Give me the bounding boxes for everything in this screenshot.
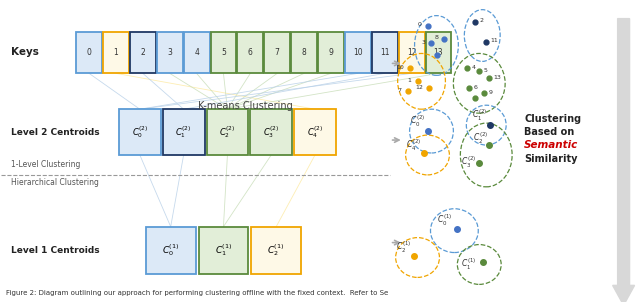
Text: $C_3^{(2)}$: $C_3^{(2)}$ xyxy=(461,155,477,170)
Text: 6: 6 xyxy=(474,85,477,90)
Text: $C_1^{(2)}$: $C_1^{(2)}$ xyxy=(175,124,192,140)
FancyBboxPatch shape xyxy=(294,109,336,155)
Text: 8: 8 xyxy=(301,48,307,57)
Text: 1: 1 xyxy=(113,48,118,57)
Text: 7: 7 xyxy=(397,88,402,93)
Text: 8: 8 xyxy=(435,35,438,40)
Text: Semantic: Semantic xyxy=(524,140,579,150)
Text: 11: 11 xyxy=(380,48,390,57)
Text: 5: 5 xyxy=(221,48,226,57)
Text: Figure 2: Diagram outlining our approach for performing clustering offline with : Figure 2: Diagram outlining our approach… xyxy=(6,290,388,296)
Text: Similarity: Similarity xyxy=(524,154,577,164)
FancyBboxPatch shape xyxy=(372,32,397,73)
FancyBboxPatch shape xyxy=(264,32,290,73)
Text: $C_0^{(1)}$: $C_0^{(1)}$ xyxy=(438,213,452,228)
Text: $C_2^{(2)}$: $C_2^{(2)}$ xyxy=(474,130,488,145)
Text: 12: 12 xyxy=(407,48,417,57)
FancyBboxPatch shape xyxy=(207,109,248,155)
FancyBboxPatch shape xyxy=(184,32,209,73)
FancyBboxPatch shape xyxy=(345,32,371,73)
FancyBboxPatch shape xyxy=(426,32,451,73)
Text: 1: 1 xyxy=(408,78,412,83)
Text: 1-Level Clustering: 1-Level Clustering xyxy=(12,160,81,169)
FancyBboxPatch shape xyxy=(103,32,129,73)
Text: $C_2^{(1)}$: $C_2^{(1)}$ xyxy=(396,240,411,255)
Text: 10: 10 xyxy=(396,65,404,70)
Text: 3: 3 xyxy=(167,48,172,57)
Text: 2: 2 xyxy=(140,48,145,57)
FancyArrow shape xyxy=(612,18,634,303)
FancyBboxPatch shape xyxy=(318,32,344,73)
Text: $C_0^{(2)}$: $C_0^{(2)}$ xyxy=(132,124,148,140)
Text: 3: 3 xyxy=(422,40,426,45)
Text: 9: 9 xyxy=(488,90,492,95)
Text: 9: 9 xyxy=(328,48,333,57)
Text: $C_4^{(2)}$: $C_4^{(2)}$ xyxy=(307,124,323,140)
Text: 11: 11 xyxy=(490,38,498,43)
Text: 6: 6 xyxy=(248,48,253,57)
FancyBboxPatch shape xyxy=(250,109,292,155)
Text: $C_0^{(1)}$: $C_0^{(1)}$ xyxy=(162,243,179,258)
FancyBboxPatch shape xyxy=(130,32,156,73)
Text: 13: 13 xyxy=(493,75,501,80)
Text: Clustering
Based on: Clustering Based on xyxy=(524,114,581,137)
Text: 0: 0 xyxy=(418,22,422,27)
Text: 5: 5 xyxy=(483,68,487,73)
Text: Keys: Keys xyxy=(12,48,39,58)
FancyBboxPatch shape xyxy=(237,32,263,73)
Text: Level 2 Centroids: Level 2 Centroids xyxy=(12,128,100,137)
Text: $C_0^{(2)}$: $C_0^{(2)}$ xyxy=(410,113,425,129)
Text: 4: 4 xyxy=(471,65,476,70)
Text: $C_4^{(2)}$: $C_4^{(2)}$ xyxy=(406,137,420,152)
Text: 13: 13 xyxy=(434,48,444,57)
FancyBboxPatch shape xyxy=(252,227,301,275)
Text: 7: 7 xyxy=(275,48,280,57)
Text: 2: 2 xyxy=(479,18,483,23)
Text: $C_1^{(1)}$: $C_1^{(1)}$ xyxy=(461,257,477,272)
Text: 4: 4 xyxy=(194,48,199,57)
Text: 12: 12 xyxy=(415,85,424,90)
FancyBboxPatch shape xyxy=(119,109,161,155)
Text: $C_3^{(2)}$: $C_3^{(2)}$ xyxy=(263,124,280,140)
FancyBboxPatch shape xyxy=(198,227,248,275)
Text: Level 1 Centroids: Level 1 Centroids xyxy=(12,246,100,255)
Text: K-means Clustering: K-means Clustering xyxy=(198,101,292,111)
FancyBboxPatch shape xyxy=(163,109,205,155)
FancyBboxPatch shape xyxy=(146,227,196,275)
Text: Hierarchical Clustering: Hierarchical Clustering xyxy=(12,178,99,187)
Text: 0: 0 xyxy=(86,48,92,57)
FancyBboxPatch shape xyxy=(291,32,317,73)
Text: $C_1^{(2)}$: $C_1^{(2)}$ xyxy=(472,107,488,123)
Text: 10: 10 xyxy=(353,48,363,57)
Text: $C_2^{(2)}$: $C_2^{(2)}$ xyxy=(220,124,236,140)
FancyBboxPatch shape xyxy=(399,32,424,73)
FancyBboxPatch shape xyxy=(157,32,182,73)
Text: $C_1^{(1)}$: $C_1^{(1)}$ xyxy=(215,243,232,258)
FancyBboxPatch shape xyxy=(76,32,102,73)
FancyBboxPatch shape xyxy=(211,32,236,73)
Text: $C_2^{(1)}$: $C_2^{(1)}$ xyxy=(268,243,285,258)
